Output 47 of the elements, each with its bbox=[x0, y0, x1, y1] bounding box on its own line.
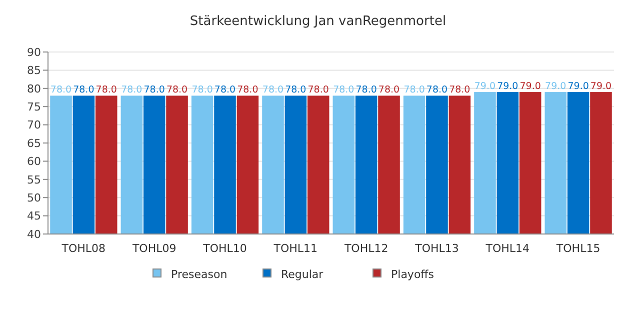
y-tick-label: 65 bbox=[27, 136, 41, 150]
data-label: 79.0 bbox=[568, 81, 589, 92]
x-tick-label: TOHL12 bbox=[343, 242, 388, 255]
data-label: 78.0 bbox=[50, 84, 72, 96]
chart-title: Stärkeentwicklung Jan vanRegenmortel bbox=[190, 14, 446, 29]
x-tick-label: TOHL13 bbox=[414, 242, 459, 255]
legend-label: Preseason bbox=[171, 268, 228, 281]
y-tick-label: 60 bbox=[27, 155, 41, 168]
legend-label: Regular bbox=[281, 268, 324, 281]
data-label: 79.0 bbox=[590, 81, 612, 92]
x-tick-label: TOHL15 bbox=[555, 242, 600, 255]
y-tick-label: 80 bbox=[27, 82, 41, 96]
data-label: 79.0 bbox=[520, 81, 541, 92]
y-tick-label: 50 bbox=[27, 191, 41, 204]
x-tick-label: TOHL11 bbox=[272, 242, 318, 255]
y-tick-label: 75 bbox=[27, 100, 41, 114]
x-tick-label: TOHL08 bbox=[60, 242, 106, 255]
x-tick-label: TOHL14 bbox=[484, 242, 530, 255]
y-tick-label: 90 bbox=[27, 46, 41, 59]
data-label: 78.0 bbox=[144, 84, 165, 96]
x-tick-label: TOHL10 bbox=[202, 242, 247, 255]
data-label: 78.0 bbox=[404, 84, 425, 96]
data-label: 78.0 bbox=[308, 84, 329, 96]
x-tick-label: TOHL09 bbox=[131, 242, 176, 255]
data-label: 78.0 bbox=[449, 84, 470, 96]
data-label: 79.0 bbox=[545, 81, 566, 92]
data-label: 78.0 bbox=[333, 84, 354, 96]
data-label: 78.0 bbox=[73, 84, 94, 96]
data-label: 78.0 bbox=[285, 84, 306, 96]
data-label: 78.0 bbox=[192, 84, 213, 96]
data-label: 78.0 bbox=[214, 84, 236, 96]
y-tick-label: 40 bbox=[27, 228, 41, 241]
legend-label: Playoffs bbox=[391, 268, 434, 281]
y-tick-label: 85 bbox=[27, 64, 41, 78]
data-label: 78.0 bbox=[262, 84, 284, 96]
data-label: 78.0 bbox=[237, 84, 258, 96]
data-label: 78.0 bbox=[426, 84, 448, 96]
data-label: 79.0 bbox=[474, 81, 496, 92]
data-label: 78.0 bbox=[121, 84, 142, 96]
data-label: 79.0 bbox=[497, 81, 518, 92]
y-tick-label: 70 bbox=[27, 118, 41, 132]
data-label: 78.0 bbox=[356, 84, 377, 96]
data-label: 78.0 bbox=[166, 84, 188, 96]
y-tick-label: 45 bbox=[27, 210, 41, 223]
data-label: 78.0 bbox=[378, 84, 400, 96]
data-label: 78.0 bbox=[96, 84, 117, 96]
y-tick-label: 55 bbox=[27, 173, 41, 186]
